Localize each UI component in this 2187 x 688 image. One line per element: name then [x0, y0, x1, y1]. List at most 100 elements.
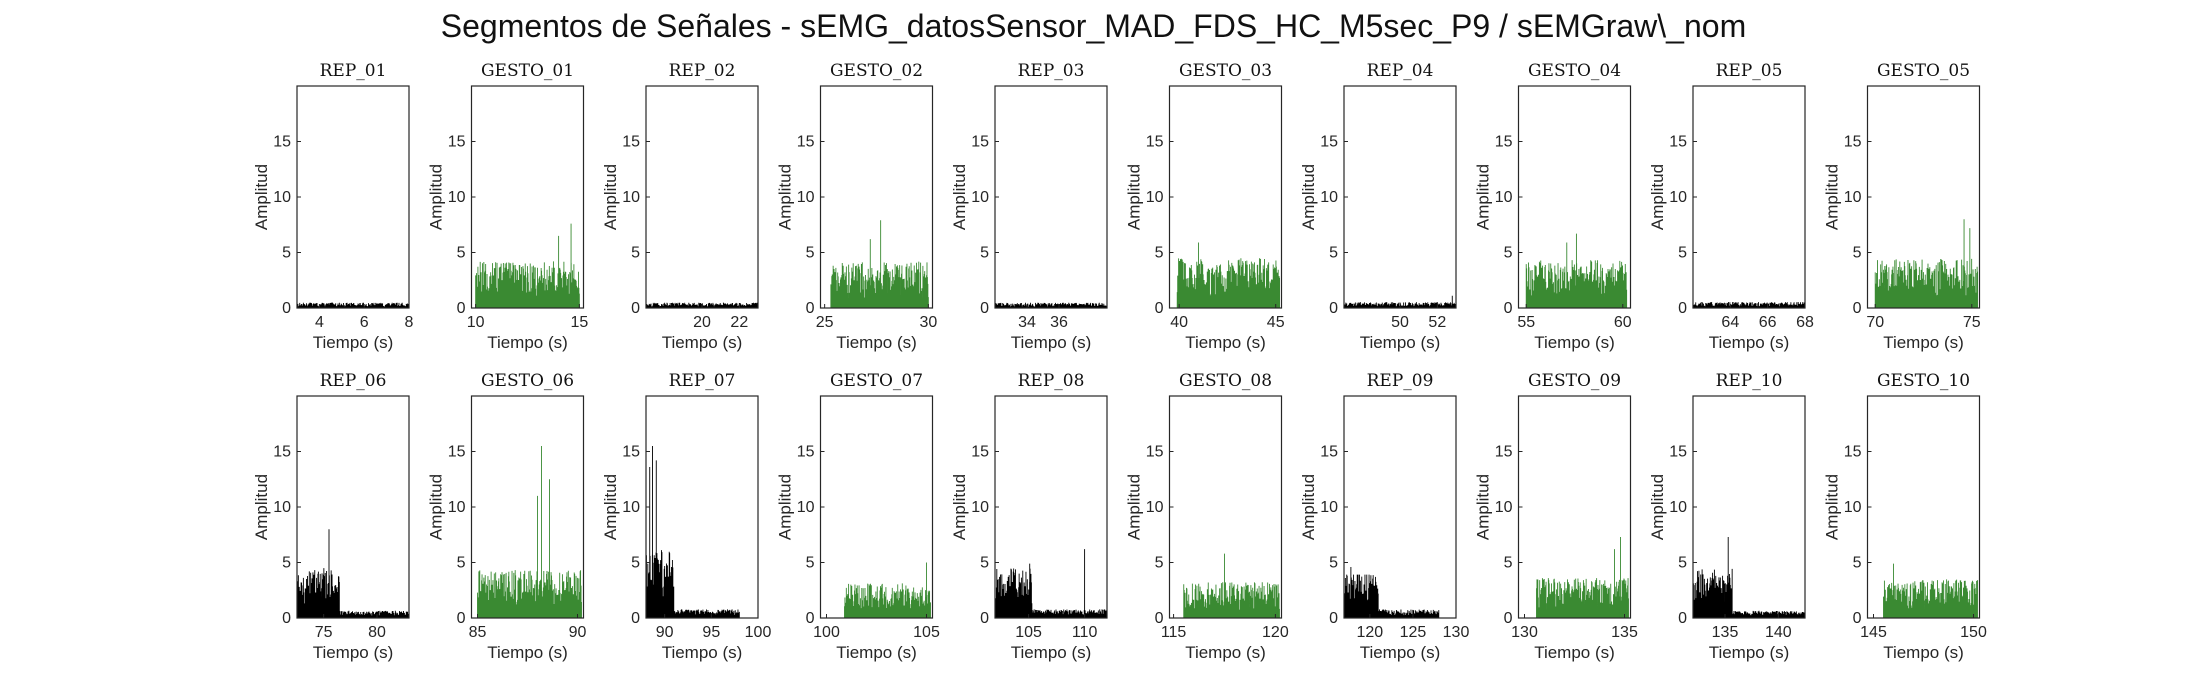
subplot-gesto-07: GESTO_07 0 5 10 15 100 105 Tiempo (s) Amplitud	[776, 371, 940, 662]
y-tick-label: 15	[1320, 444, 1338, 461]
x-tick-label: 45	[1267, 314, 1285, 331]
y-tick-label: 0	[980, 610, 989, 627]
subplot-title: REP_06	[320, 371, 387, 391]
y-tick-label: 0	[631, 300, 640, 317]
y-axis-label: Amplitud	[1823, 164, 1842, 230]
signal-series	[1525, 233, 1628, 308]
y-tick-label: 15	[1146, 134, 1164, 151]
subplot-rep-03: REP_03 0 5 10 15 34 36 Tiempo (s) Amplitud	[950, 61, 1108, 352]
x-tick-label: 100	[813, 624, 840, 641]
x-tick-label: 22	[730, 314, 748, 331]
y-tick-label: 15	[622, 134, 640, 151]
axes-box	[645, 85, 759, 309]
y-axis-label: Amplitud	[1125, 164, 1144, 230]
y-axis-label: Amplitud	[950, 164, 969, 230]
x-axis-label: Tiempo (s)	[1534, 333, 1615, 352]
x-axis-label: Tiempo (s)	[1709, 643, 1790, 662]
x-tick-label: 4	[315, 314, 324, 331]
x-axis-label: Tiempo (s)	[1709, 333, 1790, 352]
signal-series	[645, 445, 740, 618]
x-tick-label: 90	[569, 624, 587, 641]
signal-series	[994, 549, 1108, 618]
y-tick-label: 10	[1844, 189, 1862, 206]
x-axis-label: Tiempo (s)	[1185, 333, 1266, 352]
axes-box	[645, 395, 759, 619]
x-tick-label: 150	[1960, 624, 1987, 641]
x-tick-label: 10	[467, 314, 485, 331]
x-tick-label: 115	[1161, 624, 1187, 641]
x-tick-label: 145	[1860, 624, 1887, 641]
y-axis-label: Amplitud	[601, 164, 620, 230]
x-tick-label: 75	[315, 624, 333, 641]
figure-title: Segmentos de Señales - sEMG_datosSensor_…	[440, 8, 1747, 44]
x-tick-label: 36	[1050, 314, 1068, 331]
y-tick-label: 10	[797, 189, 815, 206]
y-tick-label: 5	[806, 245, 815, 262]
subplot-title: GESTO_09	[1528, 371, 1621, 391]
y-axis-label: Amplitud	[427, 164, 446, 230]
signal-series	[1692, 302, 1806, 308]
y-tick-label: 0	[806, 610, 815, 627]
y-tick-label: 0	[1504, 300, 1513, 317]
y-tick-label: 15	[1669, 444, 1687, 461]
subplot-title: REP_01	[320, 61, 387, 81]
subplot-rep-02: REP_02 0 5 10 15 20 22 Tiempo (s) Amplitud	[601, 61, 759, 352]
y-tick-label: 5	[631, 555, 640, 572]
axes-box	[1692, 85, 1806, 309]
x-axis-label: Tiempo (s)	[487, 643, 568, 662]
subplot-title: GESTO_03	[1179, 61, 1272, 81]
x-axis-label: Tiempo (s)	[836, 643, 917, 662]
y-tick-label: 0	[282, 610, 291, 627]
y-axis-label: Amplitud	[601, 474, 620, 540]
y-tick-label: 15	[1495, 444, 1513, 461]
signal-series	[1874, 219, 1979, 308]
signal-series	[1536, 536, 1629, 618]
x-axis-label: Tiempo (s)	[1360, 643, 1441, 662]
signal-series	[296, 529, 410, 618]
y-tick-label: 0	[1853, 610, 1862, 627]
subplot-rep-01: REP_01 0 5 10 15 4 6 8 Tiempo (s) Amplitud	[252, 61, 414, 352]
y-tick-label: 10	[273, 189, 291, 206]
x-tick-label: 110	[1072, 624, 1098, 641]
y-tick-label: 5	[980, 245, 989, 262]
y-tick-label: 5	[980, 555, 989, 572]
y-tick-label: 0	[1155, 300, 1164, 317]
y-tick-label: 0	[1853, 300, 1862, 317]
x-tick-label: 64	[1721, 314, 1739, 331]
axes-box	[994, 85, 1108, 309]
x-tick-label: 52	[1428, 314, 1446, 331]
signal-series	[830, 220, 929, 308]
subplot-gesto-04: GESTO_04 0 5 10 15 55 60 Tiempo (s) Amplitud	[1474, 61, 1632, 352]
signal-series	[844, 562, 931, 618]
x-tick-label: 135	[1611, 624, 1638, 641]
y-axis-label: Amplitud	[1474, 164, 1493, 230]
x-axis-label: Tiempo (s)	[1011, 643, 1092, 662]
y-tick-label: 15	[448, 134, 466, 151]
subplot-title: GESTO_08	[1179, 371, 1272, 391]
signal-series	[1343, 566, 1440, 618]
y-tick-label: 5	[631, 245, 640, 262]
subplot-title: GESTO_06	[481, 371, 574, 391]
y-tick-label: 10	[1495, 189, 1513, 206]
x-axis-label: Tiempo (s)	[1883, 643, 1964, 662]
y-tick-label: 10	[1320, 499, 1338, 516]
subplot-title: REP_04	[1367, 61, 1434, 81]
x-axis-label: Tiempo (s)	[313, 333, 394, 352]
subplot-rep-06: REP_06 0 5 10 15 75 80 Tiempo (s) Amplitud	[252, 371, 410, 662]
y-axis-label: Amplitud	[252, 164, 271, 230]
y-axis-label: Amplitud	[427, 474, 446, 540]
y-tick-label: 15	[1495, 134, 1513, 151]
y-axis-label: Amplitud	[1299, 164, 1318, 230]
signal-series	[1176, 242, 1281, 308]
signal-series	[1883, 563, 1978, 618]
x-tick-label: 60	[1614, 314, 1632, 331]
subplot-title: REP_07	[669, 371, 736, 391]
x-tick-label: 34	[1018, 314, 1036, 331]
subplot-rep-10: REP_10 0 5 10 15 135 140 Tiempo (s) Amplitud	[1648, 371, 1806, 662]
y-tick-label: 0	[1504, 610, 1513, 627]
subplot-title: GESTO_04	[1528, 61, 1621, 81]
y-tick-label: 15	[622, 444, 640, 461]
signal-series	[475, 223, 580, 308]
